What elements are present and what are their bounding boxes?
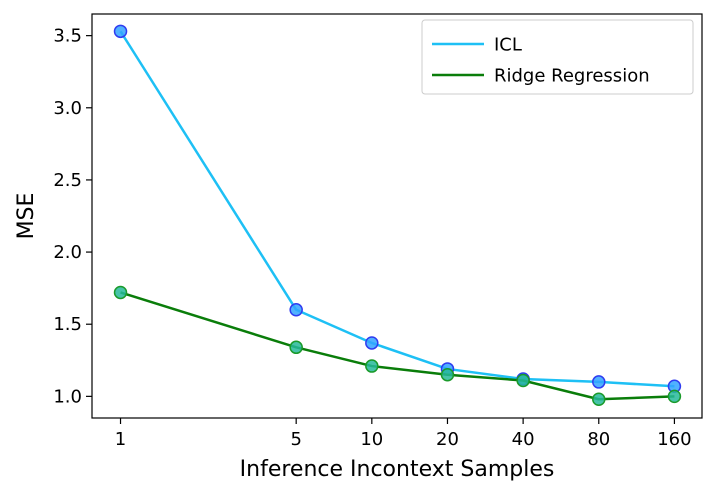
x-tick-label: 80 (587, 429, 610, 450)
y-tick-label: 1.5 (53, 314, 82, 335)
data-point-ridge-regression (113, 285, 128, 300)
data-point-icl (113, 24, 128, 39)
y-tick-label: 3.0 (53, 98, 82, 119)
x-tick-label: 20 (436, 429, 459, 450)
x-tick-label: 10 (360, 429, 383, 450)
data-point-ridge-regression (440, 367, 455, 382)
legend-label-icl: ICL (494, 35, 522, 56)
legend: ICL Ridge Regression (421, 19, 694, 95)
x-tick-label: 160 (657, 429, 691, 450)
legend-label-ridge-regression: Ridge Regression (494, 66, 650, 87)
data-point-ridge-regression (592, 392, 606, 406)
series-layer (113, 24, 682, 406)
x-tick-label: 1 (115, 429, 126, 450)
x-tick-label: 40 (512, 429, 535, 450)
y-tick-label: 2.0 (53, 242, 82, 263)
plot-frame (91, 13, 703, 419)
data-point-icl (289, 303, 303, 317)
x-axis: 1 5 10 20 40 80 160 (115, 418, 692, 450)
x-tick-label: 5 (290, 429, 301, 450)
data-point-icl (592, 375, 606, 389)
legend-box (421, 19, 694, 95)
x-axis-title: Inference Incontext Samples (240, 457, 555, 482)
data-point-ridge-regression (289, 340, 303, 355)
y-axis-title: MSE (14, 193, 39, 240)
data-point-ridge-regression (365, 359, 379, 373)
y-axis: 1.0 1.5 2.0 2.5 3.0 3.5 (53, 26, 92, 407)
series-ridge-regression (113, 285, 682, 406)
y-tick-label: 1.0 (53, 386, 82, 407)
y-tick-label: 2.5 (53, 170, 82, 191)
y-tick-label: 3.5 (53, 26, 82, 47)
data-point-ridge-regression (516, 373, 530, 388)
data-point-icl (365, 336, 379, 350)
data-point-ridge-regression (667, 389, 682, 404)
